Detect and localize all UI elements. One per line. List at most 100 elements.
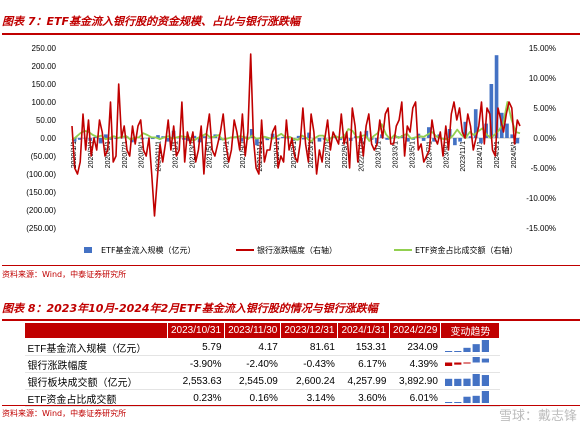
figure-8-bottom-rule <box>2 405 580 406</box>
y-left-tick-label: 0.00 <box>40 134 56 143</box>
sparkline-bar <box>463 396 471 403</box>
bar <box>505 123 509 138</box>
bar <box>427 127 431 138</box>
table-cell: 2,553.63 <box>167 372 225 390</box>
bar <box>458 138 462 142</box>
sparkline-bar <box>463 378 471 386</box>
trend-sparkline <box>444 374 489 386</box>
x-tick-label: 2023/7/1 <box>426 141 433 168</box>
bar <box>317 138 322 142</box>
table-cell: 3.60% <box>337 389 390 407</box>
x-tick-label: 2021/3/1 <box>189 141 196 168</box>
x-tick-label: 2021/5/1 <box>206 141 213 168</box>
sparkline-bar <box>454 402 462 403</box>
x-tick-label: 2022/7/1 <box>325 141 332 168</box>
bar <box>249 129 254 138</box>
sparkline-bar <box>444 362 453 366</box>
table-row: 银行涨跌幅度 -3.90% -2.40% -0.43% 6.17% 4.39% <box>24 355 500 373</box>
bar <box>218 138 223 141</box>
y-left-tick-label: 100.00 <box>32 98 57 107</box>
table-cell: 0.23% <box>167 389 225 407</box>
legend-swatch <box>84 247 92 253</box>
table-header-cell: 2023/11/30 <box>224 322 282 339</box>
bar <box>296 135 301 138</box>
table-row-label: 银行板块成交额（亿元） <box>24 372 168 390</box>
table-cell: 4.17 <box>224 338 281 356</box>
x-tick-label: 2021/11/1 <box>257 141 264 172</box>
table-row-label: 银行涨跌幅度 <box>24 355 168 373</box>
bar <box>176 138 181 139</box>
figure-8-top-rule <box>2 319 580 321</box>
bar <box>109 138 113 140</box>
sparkline-cell <box>440 355 500 373</box>
table-header-cell: 2023/10/31 <box>166 322 226 339</box>
y-left-tick-label: 50.00 <box>36 116 57 125</box>
table-cell: 3,892.90 <box>389 372 441 390</box>
table-cell: 2,600.24 <box>280 372 338 390</box>
table-row: ETF资金占比成交额 0.23% 0.16% 3.14% 3.60% 6.01% <box>24 389 500 407</box>
table-row-label: ETF资金占比成交额 <box>24 389 168 407</box>
bar <box>265 138 270 141</box>
figure-7-chart: 250.00 200.00 150.00 100.00 50.00 0.00 (50.00)… <box>26 44 556 255</box>
sparkline-bar <box>454 362 462 365</box>
table-cell: -2.40% <box>224 355 281 373</box>
table-cell: 234.09 <box>389 338 441 356</box>
y-left-tick-label: (100.00) <box>26 170 56 179</box>
figure-8-title: 图表 8：2023年10月-2024年2月ETF基金流入银行股的情况与银行涨跌幅 <box>2 302 378 315</box>
bar <box>104 134 108 138</box>
table-cell: 153.31 <box>337 338 390 356</box>
legend-label: 银行涨跌幅度（右轴） <box>257 245 337 255</box>
y-left-tick-label: (50.00) <box>31 152 57 161</box>
table-header-cell <box>24 322 168 339</box>
y-left-tick-label: (200.00) <box>26 206 56 215</box>
trend-sparkline <box>444 391 489 403</box>
table-cell: 6.01% <box>389 389 441 407</box>
sparkline-bar <box>444 378 453 386</box>
figure-7-title: 图表 7：ETF基金流入银行股的资金规模、占比与银行涨跌幅 <box>2 15 301 28</box>
watermark: 雪球：戴志锋 <box>498 409 577 424</box>
bar <box>203 136 207 138</box>
table-cell: 2,545.09 <box>224 372 281 390</box>
legend-label: ETF资金占比成交额（右轴） <box>415 245 518 255</box>
table-cell: 81.61 <box>280 338 338 356</box>
x-tick-label: 2023/1/1 <box>376 141 383 168</box>
x-tick-label: 2022/9/1 <box>342 141 349 168</box>
y-left-tick-label: (250.00) <box>26 224 56 233</box>
y-left-tick-label: 200.00 <box>32 62 57 71</box>
bar <box>275 138 280 140</box>
x-tick-label: 2024/5/1 <box>511 141 518 168</box>
table-header-cell: 2023/12/31 <box>280 322 339 339</box>
bar <box>494 55 499 139</box>
bar <box>192 135 197 138</box>
figure-7-bottom-rule <box>2 265 580 266</box>
bar <box>98 138 103 144</box>
bank-change-line <box>71 53 521 217</box>
x-tick-label: 2024/1/1 <box>477 141 484 168</box>
y-right-tick-label: 0.00% <box>533 134 556 143</box>
y-right-tick-label: 10.00% <box>529 74 556 83</box>
table-header-row: 2023/10/31 2023/11/30 2023/12/31 2024/1/… <box>24 322 501 339</box>
y-right-tick-label: -15.00% <box>526 224 556 233</box>
bar <box>468 136 473 138</box>
table-cell: 6.17% <box>337 355 390 373</box>
y-right-tick-label: 15.00% <box>529 44 556 53</box>
trend-sparkline <box>444 357 489 366</box>
table-row: 银行板块成交额（亿元） 2,553.63 2,545.09 2,600.24 4… <box>24 372 500 390</box>
bar <box>385 138 389 140</box>
bar <box>301 138 306 140</box>
bar <box>489 84 494 138</box>
bar <box>93 136 98 138</box>
sparkline-bar <box>444 351 453 352</box>
y-left-tick-label: 250.00 <box>32 44 57 53</box>
sparkline-bar <box>472 344 480 352</box>
bar <box>171 130 176 138</box>
x-tick-label: 2020/5/1 <box>105 141 112 168</box>
bar <box>150 138 155 140</box>
bar <box>473 109 478 138</box>
y-right-tick-label: -5.00% <box>531 164 556 173</box>
bar <box>432 138 436 142</box>
sparkline-bar <box>481 375 489 386</box>
bar <box>239 138 244 142</box>
sparkline-bar <box>481 358 489 363</box>
sparkline-cell <box>440 338 500 356</box>
